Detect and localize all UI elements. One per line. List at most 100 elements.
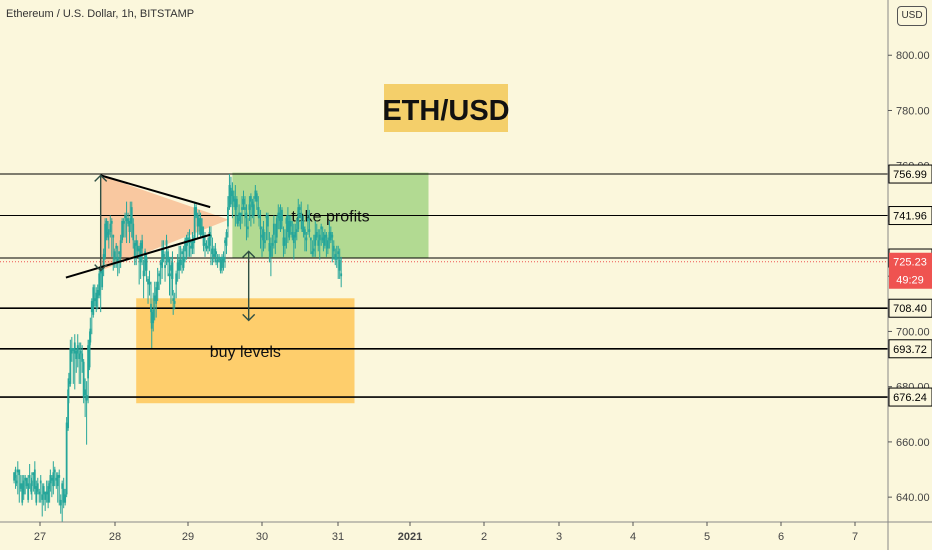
candle-body [275,218,278,238]
candle-body [76,345,79,354]
candle [48,480,51,503]
candle-body [113,251,116,260]
candle [53,466,56,487]
candle [19,475,22,492]
candle-body [32,472,35,476]
candle-body [42,486,45,495]
candle-body [69,348,72,384]
candle [272,215,275,249]
candle [275,215,278,244]
candle [102,248,105,277]
candle [205,240,208,252]
candle-body [216,259,219,263]
candle [24,475,27,495]
candle-body [92,287,95,315]
candle-body [331,234,334,238]
candle [195,204,198,219]
candle-body [298,207,301,210]
candle-body [95,292,98,307]
arrow-head [242,250,256,258]
candle-body [292,234,295,244]
candle-body [70,348,73,354]
level-badge: 708.40 [888,298,932,318]
candle [161,240,163,279]
chart-title: ETH/USD [382,84,510,132]
candle-body [72,348,75,351]
candle [281,207,283,230]
candle-body [21,483,24,503]
height-arrow [94,174,108,272]
candle [298,204,301,219]
candle-body [300,212,303,219]
candle [193,201,196,244]
candle [67,378,70,431]
last-price-bg [889,252,932,289]
candle [82,359,85,404]
candle [269,237,272,277]
currency-button[interactable]: USD [897,6,927,26]
candle-body [78,353,81,360]
candle-body [320,226,323,230]
candle-body [165,240,168,246]
candle [67,372,70,404]
candle [264,232,266,249]
candle-body [67,381,70,387]
candle-body [115,245,118,249]
candle-body [255,193,258,202]
candle-body [128,220,131,232]
candle [90,298,93,335]
candle-body [312,248,315,252]
candle [27,475,30,503]
candle-body [259,226,262,230]
candle [306,204,309,235]
candle-body [167,251,169,263]
candle [311,240,314,257]
candle-body [239,212,242,216]
zone-rect [136,298,355,404]
candle-body [144,251,146,271]
candle-body [28,475,31,478]
candle-body [329,232,332,241]
candle [259,209,262,249]
candle [129,201,132,232]
candle-body [158,273,161,277]
candle-body [175,273,178,285]
candle-body [306,218,309,221]
candle-body [118,251,121,255]
candle-body [248,204,251,210]
candle [244,196,246,227]
candle-body [112,234,115,238]
candle [317,229,320,252]
candle [39,475,42,503]
candle [329,226,332,244]
candle [315,223,318,241]
candle [219,256,222,274]
candle [171,251,174,296]
candle-body [172,298,175,302]
candle-body [124,215,126,219]
candle [305,232,308,252]
candle [35,480,38,506]
candle-body [104,223,107,257]
candle-body [269,245,272,257]
candle [61,480,64,522]
candle [252,196,255,224]
candle-body [142,270,145,277]
candle [187,232,189,257]
candle [335,245,338,268]
candle-body [247,226,249,230]
candle [279,204,282,232]
zone-label: buy levels [210,344,281,361]
level-badge-bg [888,298,932,318]
candle [265,212,268,241]
candle-body [84,389,87,395]
candle-body [61,483,64,489]
candle [211,237,214,266]
candle [312,234,315,257]
candle [261,226,263,257]
candle [42,483,45,506]
candle-body [272,223,275,235]
candle [196,212,199,238]
candle [52,461,55,495]
